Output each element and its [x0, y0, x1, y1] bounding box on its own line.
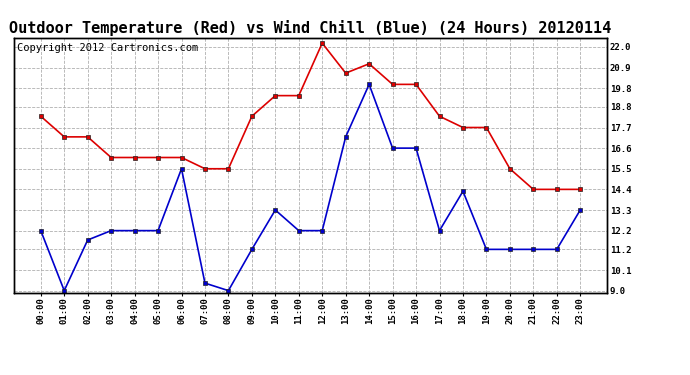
Title: Outdoor Temperature (Red) vs Wind Chill (Blue) (24 Hours) 20120114: Outdoor Temperature (Red) vs Wind Chill …	[10, 20, 611, 36]
Text: Copyright 2012 Cartronics.com: Copyright 2012 Cartronics.com	[17, 43, 198, 52]
